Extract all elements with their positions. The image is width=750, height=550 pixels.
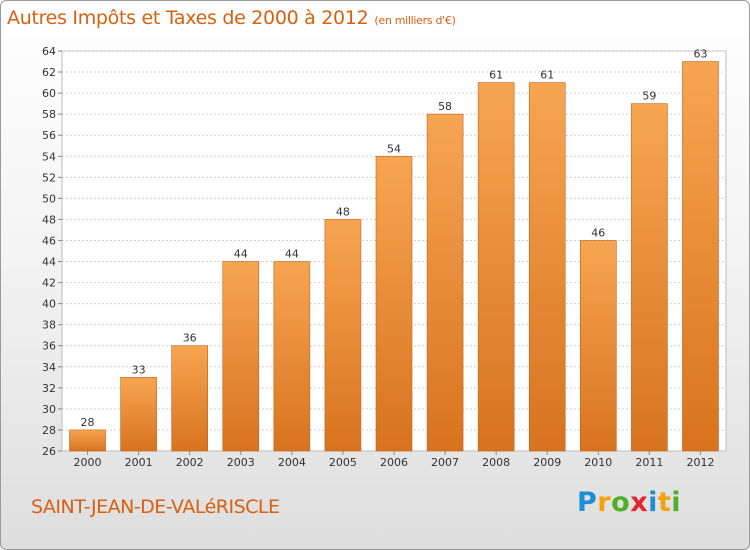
y-tick-label: 52: [42, 171, 56, 184]
x-tick-label: 2010: [584, 456, 612, 469]
bar-value-label: 33: [132, 363, 146, 376]
bar: [631, 103, 668, 452]
logo-letter: r: [597, 487, 612, 518]
y-tick-label: 36: [42, 340, 56, 353]
town-name: SAINT-JEAN-DE-VALéRISCLE: [31, 496, 280, 518]
x-tick-label: 2000: [74, 456, 102, 469]
bar: [324, 219, 362, 452]
x-axis: 2000 2001 2002 2003 2004 2005 2006 2007 2008 2009…: [74, 451, 714, 469]
bar: [477, 82, 515, 452]
x-tick-label: 2008: [482, 456, 510, 469]
logo-letter: o: [611, 487, 631, 518]
y-tick-label: 30: [42, 403, 56, 416]
y-tick-label: 44: [42, 256, 56, 269]
y-tick-label: 60: [42, 87, 56, 100]
x-tick-label: 2009: [533, 456, 561, 469]
y-tick-label: 26: [42, 445, 56, 458]
bar: [171, 345, 208, 452]
bar-value-label: 61: [540, 69, 554, 82]
y-tick-label: 42: [42, 277, 56, 290]
bar-value-label: 59: [642, 90, 656, 103]
y-tick-label: 56: [42, 129, 56, 142]
bar: [273, 261, 311, 452]
y-tick-label: 46: [42, 234, 56, 247]
x-tick-label: 2003: [227, 456, 255, 469]
bar: [120, 377, 157, 452]
bar: [682, 61, 719, 452]
logo-letter: x: [630, 487, 649, 518]
x-tick-label: 2012: [686, 456, 714, 469]
logo-letter: P: [577, 487, 598, 518]
y-tick-label: 40: [42, 298, 56, 311]
logo-letter: i: [671, 487, 682, 518]
x-tick-label: 2004: [278, 456, 306, 469]
x-tick-label: 2001: [125, 456, 153, 469]
y-axis: 26 28 30 32 34 36 38 40 42 44 46 48 50 52 54 56 58 60 62 64: [42, 45, 62, 458]
title-text: Autres Impôts et Taxes de 2000 à 2012: [7, 7, 369, 29]
bar-value-label: 48: [336, 205, 350, 218]
unit-note: (en milliers d'€): [374, 14, 456, 27]
chart-title: Autres Impôts et Taxes de 2000 à 2012 (en…: [7, 7, 456, 29]
bar-value-label: 44: [285, 248, 299, 261]
bars: 28 33 36 44 44 48 54 58 61 61 46 59 63: [69, 48, 719, 452]
y-tick-label: 64: [42, 45, 56, 58]
bar-value-label: 36: [183, 332, 197, 345]
bar-value-label: 61: [489, 69, 503, 82]
x-tick-label: 2007: [431, 456, 459, 469]
y-tick-label: 62: [42, 66, 56, 79]
logo-letter: i: [648, 487, 658, 518]
y-tick-label: 50: [42, 192, 56, 205]
proxiti-logo: Proxiti: [577, 487, 681, 518]
bar-value-label: 58: [438, 100, 452, 113]
bar-value-label: 28: [81, 416, 95, 429]
y-tick-label: 28: [42, 424, 56, 437]
x-tick-label: 2006: [380, 456, 408, 469]
bar-value-label: 54: [387, 142, 401, 155]
bar-value-label: 46: [591, 226, 605, 239]
logo-letter: t: [657, 487, 672, 518]
y-tick-label: 54: [42, 150, 56, 163]
x-tick-label: 2005: [329, 456, 357, 469]
y-tick-label: 58: [42, 108, 56, 121]
bar-value-label: 63: [693, 48, 707, 61]
x-tick-label: 2011: [635, 456, 663, 469]
x-tick-label: 2002: [176, 456, 204, 469]
bar: [426, 113, 464, 452]
y-tick-label: 48: [42, 213, 56, 226]
y-tick-label: 32: [42, 382, 56, 395]
y-tick-label: 34: [42, 361, 56, 374]
bar-value-label: 44: [234, 248, 248, 261]
bar: [580, 240, 617, 452]
y-tick-label: 38: [42, 319, 56, 332]
bar: [69, 429, 106, 452]
bar: [528, 82, 566, 452]
bar: [375, 155, 413, 452]
bar: [222, 261, 260, 452]
